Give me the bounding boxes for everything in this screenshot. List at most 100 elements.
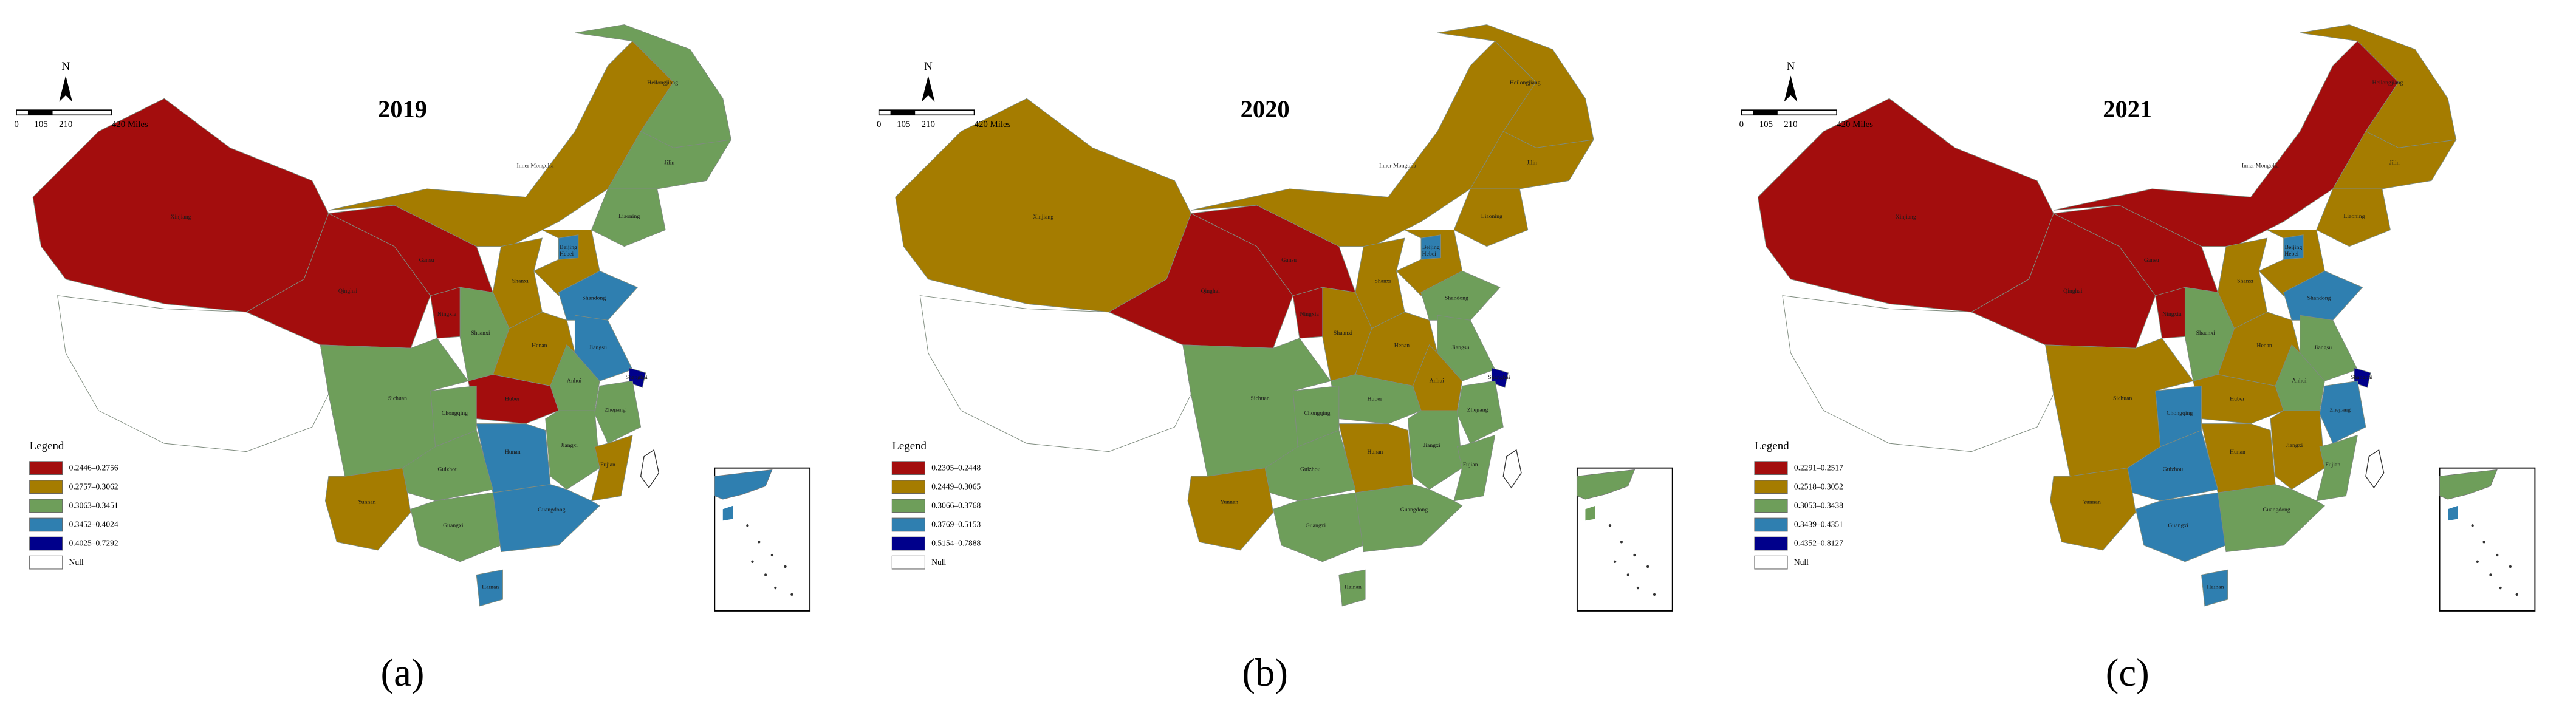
province bbox=[2217, 484, 2326, 553]
province-label: Hebei bbox=[1422, 251, 1437, 258]
scale-label: 420 Miles bbox=[975, 120, 1011, 129]
legend-label: 0.4025–0.7292 bbox=[69, 539, 118, 548]
province-label: Liaoning bbox=[1481, 213, 1502, 220]
province-label: Anhui bbox=[1430, 378, 1445, 384]
scale-bar bbox=[16, 109, 112, 116]
scale-bar-fill bbox=[27, 110, 53, 115]
taiwan-outline bbox=[2365, 449, 2385, 489]
province-label: Guangxi bbox=[2168, 522, 2188, 529]
province-label: Xinjiang bbox=[1896, 214, 1916, 220]
province-label: Anhui bbox=[2292, 378, 2307, 384]
province bbox=[1264, 429, 1356, 502]
province-label: Zhejiang bbox=[1467, 407, 1488, 414]
province bbox=[402, 429, 493, 502]
province-label: Zhejiang bbox=[2329, 407, 2351, 414]
province-label: Liaoning bbox=[2343, 213, 2365, 220]
province bbox=[919, 295, 1191, 452]
inset-islet bbox=[1620, 541, 1623, 544]
province-label: Liaoning bbox=[618, 213, 640, 220]
province-label: Jiangxi bbox=[561, 442, 578, 449]
province-label: Beijing bbox=[560, 244, 577, 251]
scale-label: 105 bbox=[34, 120, 47, 129]
province-label: Shanghai bbox=[1488, 374, 1510, 381]
inset-islet bbox=[2476, 560, 2479, 563]
legend-swatch bbox=[891, 536, 925, 551]
province-label: Beijing bbox=[2285, 244, 2303, 251]
province bbox=[558, 270, 638, 321]
legend-label: 0.2757–0.3062 bbox=[69, 482, 118, 491]
map-title: 2020 bbox=[1241, 95, 1290, 123]
province-label: Guangdong bbox=[538, 507, 565, 513]
province-label: Sichuan bbox=[388, 395, 407, 402]
legend-label: 0.5154–0.7888 bbox=[931, 539, 981, 548]
scale-label: 210 bbox=[922, 120, 935, 129]
province bbox=[1355, 484, 1463, 553]
province bbox=[1491, 367, 1509, 388]
province-label: Shanxi bbox=[2237, 278, 2253, 285]
legend-swatch bbox=[891, 461, 925, 476]
province bbox=[2127, 429, 2219, 502]
province-label: Jiangsu bbox=[1451, 344, 1469, 351]
province-label: Hebei bbox=[2284, 251, 2299, 258]
map-title: 2019 bbox=[378, 95, 427, 123]
inset-island bbox=[1585, 505, 1595, 521]
inset-map bbox=[2439, 467, 2536, 612]
province bbox=[2354, 367, 2371, 388]
province-label: Guangdong bbox=[1400, 507, 1428, 513]
province-label: Beijing bbox=[1422, 244, 1440, 251]
province-label: Xinjiang bbox=[1033, 214, 1053, 220]
province-label: Jilin bbox=[2389, 159, 2400, 166]
inset-islet bbox=[1633, 553, 1636, 557]
scale-label: 105 bbox=[1759, 120, 1773, 129]
province-label: Henan bbox=[1394, 342, 1410, 349]
legend-label: Null bbox=[931, 558, 946, 567]
province-label: Qinghai bbox=[1201, 288, 1220, 295]
province-label: Hebei bbox=[560, 251, 574, 258]
legend-label: 0.3769–0.5153 bbox=[931, 520, 981, 529]
province-label: Anhui bbox=[567, 378, 582, 384]
legend-label: 0.2305–0.2448 bbox=[931, 463, 981, 472]
province bbox=[2316, 434, 2358, 502]
province-label: Gansu bbox=[1281, 257, 1297, 264]
province-label: Hubei bbox=[2230, 395, 2244, 402]
province-label: Sichuan bbox=[1250, 395, 1269, 402]
province bbox=[2050, 468, 2136, 551]
legend-swatch bbox=[29, 499, 63, 513]
province-label: Jiangsu bbox=[589, 344, 607, 351]
legend-label: 0.2291–0.2517 bbox=[1794, 463, 1843, 472]
province-label: Hunan bbox=[505, 449, 521, 455]
province bbox=[574, 315, 633, 381]
province-label: Inner Mongolia bbox=[1379, 162, 1416, 169]
province-label: Hubei bbox=[505, 395, 519, 402]
province bbox=[2258, 230, 2325, 296]
province-label: Guangdong bbox=[2263, 507, 2290, 513]
province-label: Ningxia bbox=[437, 311, 457, 318]
province-label: Shanghai bbox=[2351, 374, 2372, 381]
province bbox=[320, 338, 469, 477]
inset-islet bbox=[2496, 553, 2499, 557]
legend-swatch bbox=[29, 461, 63, 476]
province bbox=[2283, 270, 2363, 321]
inset-islet bbox=[746, 524, 749, 527]
province bbox=[32, 98, 329, 313]
inset-islet bbox=[1646, 565, 1649, 568]
inset-islet bbox=[764, 573, 767, 576]
province bbox=[1407, 410, 1463, 490]
province-label: Inner Mongolia bbox=[2242, 162, 2279, 169]
scale-label: 0 bbox=[14, 120, 18, 129]
province bbox=[2319, 380, 2366, 444]
inset-islet bbox=[758, 541, 761, 544]
legend-label: 0.3439–0.4351 bbox=[1794, 520, 1843, 529]
province-label: Hainan bbox=[482, 584, 499, 591]
province bbox=[2201, 569, 2228, 607]
province-label: Shanxi bbox=[1374, 278, 1391, 285]
province bbox=[1437, 315, 1496, 381]
map-title: 2021 bbox=[2103, 95, 2152, 123]
inset-islet bbox=[2499, 586, 2502, 590]
province-label: Gansu bbox=[2144, 257, 2159, 264]
province-label: Qinghai bbox=[2063, 288, 2083, 295]
province bbox=[2316, 188, 2391, 247]
province-label: Jiangsu bbox=[2314, 344, 2332, 351]
province-label: Jiangxi bbox=[1423, 442, 1440, 449]
